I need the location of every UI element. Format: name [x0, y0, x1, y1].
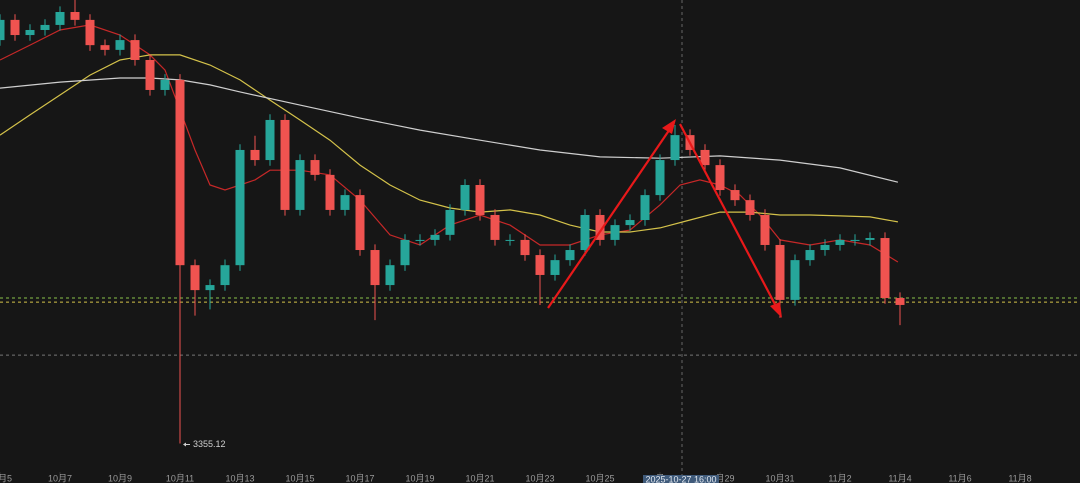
candle-body: [310, 160, 320, 175]
moving-average: [0, 77, 899, 183]
candles: [0, 0, 905, 444]
x-tick-label: 10月13: [225, 473, 254, 483]
candle-body: [190, 265, 200, 291]
candle-body: [625, 220, 635, 226]
x-tick-label: 10月5: [0, 473, 12, 483]
x-tick-label: 11月4: [888, 473, 911, 483]
candle-body: [880, 238, 890, 299]
x-tick-label: 10月15: [285, 473, 314, 483]
candle-body: [430, 234, 440, 240]
candle-body: [520, 239, 530, 256]
candle-body: [895, 298, 905, 305]
candle-body: [370, 250, 380, 286]
candle-body: [85, 19, 95, 46]
x-tick-label: 10月23: [525, 473, 554, 483]
candle-body: [340, 195, 350, 210]
candle-body: [865, 238, 875, 240]
candle-body: [745, 200, 755, 215]
candle-body: [715, 165, 725, 191]
candle-body: [730, 190, 740, 201]
candle-body: [550, 260, 560, 275]
candle-body: [115, 40, 125, 50]
x-tick-label: 11月8: [1008, 473, 1031, 483]
candle-body: [160, 79, 170, 90]
candle-body: [250, 149, 260, 161]
candle-body: [760, 214, 770, 245]
candle-body: [385, 265, 395, 286]
candle-body: [235, 149, 245, 266]
candle-body: [445, 209, 455, 235]
candle-body: [265, 119, 275, 161]
candle-body: [670, 135, 680, 161]
candle-body: [415, 239, 425, 241]
candle-body: [655, 160, 665, 196]
candle-body: [775, 244, 785, 300]
x-tick-label: 10月25: [585, 473, 614, 483]
candle-body: [10, 19, 20, 36]
x-tick-label: 11月2: [828, 473, 851, 483]
candle-body: [535, 255, 545, 275]
candle-body: [295, 160, 305, 210]
x-tick-label: 10月29: [705, 473, 734, 483]
candle-body: [205, 285, 215, 291]
candle-body: [100, 45, 110, 50]
x-tick-label: 10月17: [345, 473, 374, 483]
candle-body: [790, 260, 800, 300]
x-tick-label: 10月19: [405, 473, 434, 483]
candle-body: [175, 79, 185, 266]
x-tick-label: 10月21: [465, 473, 494, 483]
x-tick-label: 10月11: [166, 473, 194, 483]
candle-body: [325, 174, 335, 210]
candle-body: [820, 244, 830, 251]
annotation-arrowhead: [183, 442, 186, 447]
candle-body: [580, 214, 590, 251]
candle-body: [475, 184, 485, 215]
candle-body: [400, 239, 410, 266]
candle-body: [565, 250, 575, 261]
candle-body: [835, 239, 845, 245]
candle-body: [130, 40, 140, 60]
candle-body: [850, 239, 860, 241]
drawing-annotation: [547, 119, 782, 318]
candle-body: [595, 214, 605, 240]
candle-body: [355, 195, 365, 251]
candle-body: [490, 214, 500, 240]
candle-body: [640, 195, 650, 221]
low-label: 3355.12: [193, 439, 226, 449]
candle-body: [610, 225, 620, 240]
candle-body: [460, 184, 470, 210]
candle-body: [700, 149, 710, 166]
low-annotation: 3355.12: [183, 439, 226, 449]
candle-body: [280, 119, 290, 210]
candle-body: [220, 265, 230, 286]
x-tick-label: 10月31: [765, 473, 794, 483]
candle-body: [805, 250, 815, 261]
candle-body: [25, 29, 35, 36]
x-tick-label: 10月9: [108, 473, 132, 483]
candle-body: [70, 11, 80, 20]
crosshair-label: 2025-10-27 16:00: [645, 474, 716, 483]
x-tick-label: 10月7: [48, 473, 72, 483]
candle-body: [0, 19, 5, 41]
candle-body: [145, 59, 155, 90]
candle-body: [55, 11, 65, 25]
candle-body: [505, 239, 515, 241]
x-tick-label: 11月6: [948, 473, 971, 483]
crosshair-label-box: [643, 475, 719, 483]
candle-body: [40, 24, 50, 30]
